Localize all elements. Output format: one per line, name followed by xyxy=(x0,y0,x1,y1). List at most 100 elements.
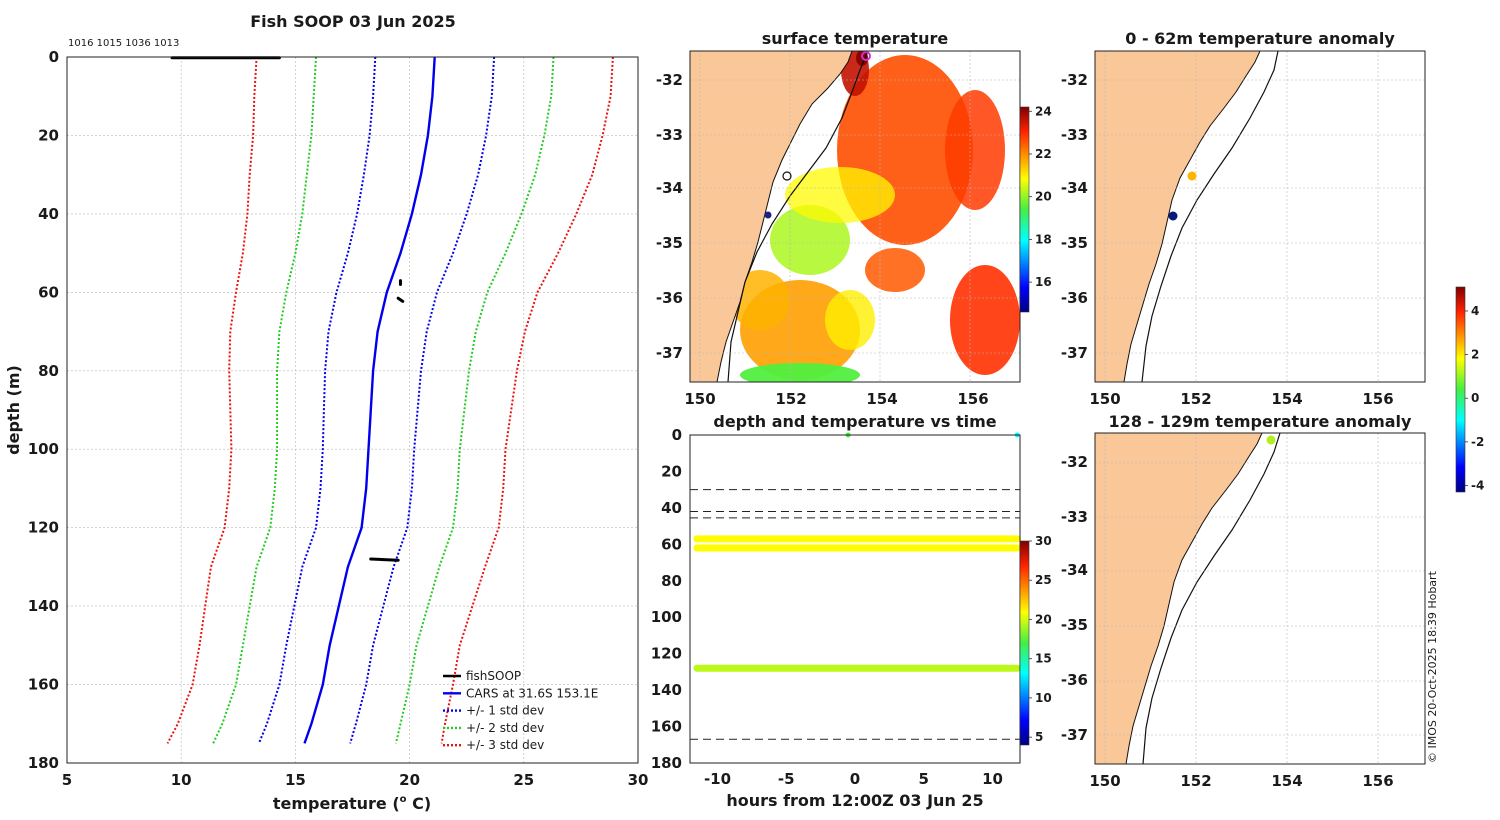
anomaly-shallow-y-tick-label: -32 xyxy=(1061,71,1088,89)
depth-time-colorbar-tick-label: 25 xyxy=(1035,573,1052,587)
anomaly-shallow-y-tick-label: -35 xyxy=(1061,234,1088,252)
anomaly-deep-y-tick-label: -35 xyxy=(1061,616,1088,634)
profile-x-tick-label: 5 xyxy=(62,771,72,789)
depth-time-colorbar-tick-label: 30 xyxy=(1035,534,1052,548)
sst-y-tick-label: -36 xyxy=(656,289,683,307)
profile-x-tick-label: 10 xyxy=(171,771,192,789)
sst-y-tick-label: -34 xyxy=(656,179,683,197)
cars-mean-line xyxy=(303,56,436,744)
anomaly-colorbar-tick-label: 2 xyxy=(1471,348,1479,362)
depth-time-y-tick-label: 120 xyxy=(651,645,682,663)
anomaly-deep-title: 128 - 129m temperature anomaly xyxy=(1109,412,1412,431)
sst-warm-patch xyxy=(865,248,925,292)
anomaly-shallow-marker-warm xyxy=(1187,171,1197,181)
minus-1-std-line xyxy=(257,56,377,744)
anomaly-colorbar xyxy=(1455,286,1466,493)
sst-axis-ticks: 150 152 154 156 -32 -33 -34 -35 -36 -37 xyxy=(656,71,989,408)
anomaly-shallow-map xyxy=(1095,51,1425,382)
sst-x-tick-label: 156 xyxy=(957,390,988,408)
sst-colorbar-tick-label: 16 xyxy=(1035,275,1052,289)
anomaly-shallow-frame xyxy=(1094,50,1426,383)
anomaly-colorbar-tick-label: -4 xyxy=(1471,478,1484,492)
anomaly-shallow-marker-cold xyxy=(1168,211,1178,221)
minus-3-std-line xyxy=(166,56,258,744)
depth-time-colorbar-tick-label: 20 xyxy=(1035,612,1052,626)
profile-y-tick-label: 120 xyxy=(28,519,59,537)
anomaly-shallow-x-tick-label: 156 xyxy=(1362,390,1393,408)
anomaly-shallow-y-tick-label: -33 xyxy=(1061,126,1088,144)
sst-colorbar-ticks: 16 18 20 22 24 xyxy=(1029,104,1052,289)
anomaly-deep-y-tick-label: -34 xyxy=(1061,561,1088,579)
sst-y-tick-label: -35 xyxy=(656,234,683,252)
anomaly-colorbar-tick-label: -2 xyxy=(1471,435,1484,449)
sst-colorbar xyxy=(1019,106,1030,313)
profile-y-tick-label: 60 xyxy=(38,283,59,301)
minus-2-std-line xyxy=(212,56,317,744)
anomaly-shallow-x-tick-label: 152 xyxy=(1180,390,1211,408)
sst-orange-patch xyxy=(730,270,790,330)
legend-entry-label: fishSOOP xyxy=(466,669,521,683)
depth-time-colorbar-tick-label: 15 xyxy=(1035,652,1052,666)
depth-time-y-tick-label: 100 xyxy=(651,608,682,626)
anomaly-shallow-y-tick-label: -34 xyxy=(1061,179,1088,197)
anomaly-shallow-isobath xyxy=(1141,51,1279,382)
sst-map-area xyxy=(690,51,1020,382)
anomaly-colorbar-tick-label: 0 xyxy=(1471,391,1479,405)
fishsoop-segment xyxy=(396,296,405,303)
profile-x-tick-label: 15 xyxy=(285,771,306,789)
sst-heatmap-field xyxy=(730,51,1020,382)
station-marker xyxy=(782,171,792,181)
anomaly-colorbar-group: 4 2 0 -2 -4 xyxy=(1455,286,1484,493)
plus-2-std-line xyxy=(394,56,555,744)
depth-time-y-tick-label: 80 xyxy=(661,572,682,590)
profile-x-tick-label: 25 xyxy=(513,771,534,789)
profile-x-label: temperature (o C) xyxy=(273,794,431,813)
plus-3-std-line xyxy=(440,56,614,744)
anomaly-shallow-x-tick-label: 150 xyxy=(1089,390,1120,408)
top-annotation: 1016 1015 1036 1013 xyxy=(68,38,179,49)
profile-y-label: depth (m) xyxy=(4,365,23,455)
profile-y-tick-label: 160 xyxy=(28,676,59,694)
anomaly-shallow-land xyxy=(1095,51,1261,382)
anomaly-deep-x-tick-label: 154 xyxy=(1271,772,1302,790)
sst-y-tick-label: -32 xyxy=(656,71,683,89)
profile-y-tick-label: 180 xyxy=(28,754,59,772)
anomaly-deep-frame xyxy=(1094,432,1426,765)
profile-legend: fishSOOP CARS at 31.6S 153.1E +/- 1 std de… xyxy=(443,669,598,752)
depth-time-y-tick-label: 180 xyxy=(651,754,682,772)
credit-text: © IMOS 20-Oct-2025 18:39 Hobart xyxy=(1426,570,1439,763)
sst-y-tick-label: -33 xyxy=(656,126,683,144)
anomaly-colorbar-ticks: 4 2 0 -2 -4 xyxy=(1465,304,1484,492)
sst-colorbar-tick-label: 24 xyxy=(1035,104,1052,118)
depth-time-colorbar-tick-label: 10 xyxy=(1035,691,1052,705)
sst-gridlines xyxy=(690,51,1020,382)
legend-entry-label: CARS at 31.6S 153.1E xyxy=(466,686,598,700)
profile-panel: Fish SOOP 03 Jun 2025 1016 1015 1036 101… xyxy=(4,12,648,813)
anomaly-deep-gridlines xyxy=(1095,433,1425,764)
profile-y-tick-label: 100 xyxy=(28,440,59,458)
legend-entry-label: +/- 1 std dev xyxy=(466,704,544,718)
depth-time-plot xyxy=(690,432,1021,740)
depth-time-x-tick-label: 5 xyxy=(919,770,929,788)
depth-time-y-tick-label: 60 xyxy=(661,535,682,553)
depth-time-y-tick-label: 140 xyxy=(651,681,682,699)
depth-time-colorbar xyxy=(1019,540,1030,746)
sst-y-tick-label: -37 xyxy=(656,344,683,362)
anomaly-deep-y-tick-label: -37 xyxy=(1061,726,1088,744)
anomaly-deep-map xyxy=(1095,433,1425,764)
profile-y-tick-label: 0 xyxy=(49,48,59,66)
vessel-marker xyxy=(861,51,871,61)
depth-time-colorbar-ticks: 5 10 15 20 25 30 xyxy=(1029,534,1052,744)
sst-warm-patch xyxy=(945,90,1005,210)
profile-y-tick-label: 80 xyxy=(38,362,59,380)
legend-entry-label: +/- 3 std dev xyxy=(466,738,544,752)
depth-time-x-tick-label: 10 xyxy=(982,770,1003,788)
sst-x-tick-label: 152 xyxy=(775,390,806,408)
sst-colorbar-tick-label: 22 xyxy=(1035,147,1052,161)
anomaly-colorbar-tick-label: 4 xyxy=(1471,304,1479,318)
sst-x-tick-label: 154 xyxy=(866,390,897,408)
sst-colorbar-tick-label: 18 xyxy=(1035,232,1052,246)
depth-time-y-tick-label: 20 xyxy=(661,462,682,480)
depth-time-panel: depth and temperature vs time -10 -5 0 5 100… xyxy=(651,412,1052,810)
anomaly-shallow-y-tick-label: -37 xyxy=(1061,344,1088,362)
